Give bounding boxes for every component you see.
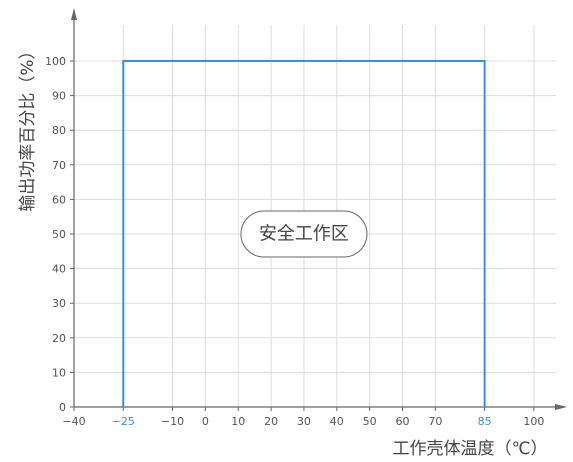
- x-tick-label: −10: [161, 415, 184, 428]
- safe-operating-area-line: [122, 60, 486, 407]
- axes: [71, 8, 567, 410]
- y-tick-label: 40: [52, 263, 66, 276]
- x-tick-label: 100: [523, 415, 544, 428]
- safe-zone-annotation: 安全工作区: [240, 210, 368, 258]
- x-tick-label: −40: [62, 415, 85, 428]
- x-tick-label: 30: [297, 415, 311, 428]
- y-tick-label: 0: [59, 401, 66, 414]
- y-axis-arrow-icon: [71, 8, 77, 20]
- x-tick-label: 50: [363, 415, 377, 428]
- x-axis-arrow-icon: [555, 404, 567, 410]
- y-tick-label: 10: [52, 366, 66, 379]
- y-tick-label: 100: [45, 55, 66, 68]
- x-tick-label: 10: [231, 415, 245, 428]
- y-tick-label: 30: [52, 297, 66, 310]
- safe-zone-box: [240, 210, 368, 258]
- x-tick-label: 85: [478, 415, 492, 428]
- y-tick-label: 80: [52, 124, 66, 137]
- x-tick-label: −25: [112, 415, 135, 428]
- tick-labels: −40 −25 −10 0 10 20 30 40 50 60 70 85 100 0 10 20 30 40 50…: [45, 55, 544, 428]
- x-tick-label: 20: [264, 415, 278, 428]
- x-tick-label: 60: [396, 415, 410, 428]
- series: [122, 60, 486, 407]
- y-tick-label: 50: [52, 228, 66, 241]
- y-tick-label: 60: [52, 193, 66, 206]
- x-tick-label: 40: [330, 415, 344, 428]
- x-tick-label: 70: [428, 415, 442, 428]
- safe-zone-label: 安全工作区: [259, 224, 349, 245]
- y-tick-label: 90: [52, 90, 66, 103]
- y-axis-label: 输出功率百分比（%）: [18, 42, 38, 211]
- y-tick-label: 70: [52, 159, 66, 172]
- x-tick-label: 0: [202, 415, 209, 428]
- x-axis-label: 工作壳体温度（℃）: [392, 439, 547, 459]
- y-tick-label: 20: [52, 332, 66, 345]
